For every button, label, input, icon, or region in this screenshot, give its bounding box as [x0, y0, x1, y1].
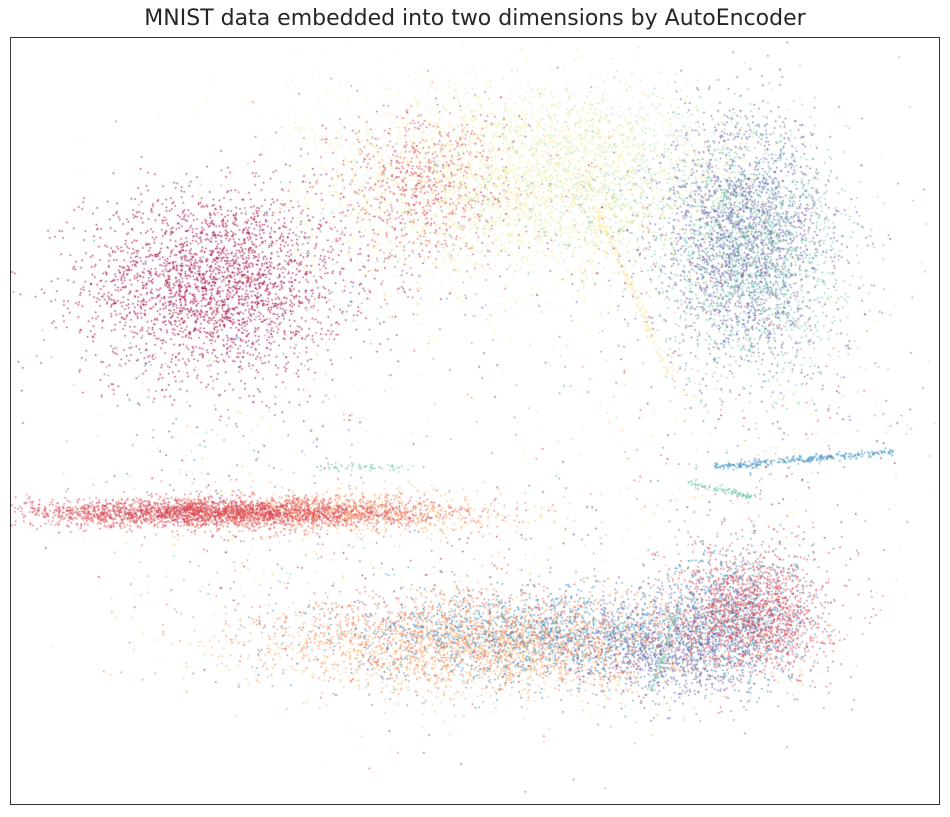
chart-title: MNIST data embedded into two dimensions … — [144, 6, 806, 31]
scatter-point-cluster-8 — [529, 175, 532, 177]
scatter-point-layer — [214, 175, 755, 690]
scatter-point-cluster-1 — [214, 512, 216, 514]
scatter-point-cluster-16 — [594, 205, 597, 208]
scatter-point-cluster-0 — [214, 282, 216, 284]
scatter-point-cluster-20 — [316, 466, 319, 468]
plot-area — [10, 37, 940, 805]
scatter-point-cluster-17 — [715, 466, 718, 468]
scatter-point-cluster-6 — [492, 650, 495, 652]
scatter-point-cluster-5 — [288, 512, 291, 514]
scatter-point-cluster-9 — [474, 190, 476, 192]
scatter-point-cluster-2 — [418, 182, 421, 185]
scatter-point-cluster-15 — [659, 650, 662, 652]
scatter-point-cluster-19 — [650, 688, 653, 690]
scatter-point-cluster-4 — [492, 634, 495, 637]
scatter-point-cluster-7 — [362, 512, 365, 514]
scatter-point-cluster-11 — [752, 251, 755, 254]
scatter-point-cluster-18 — [687, 481, 690, 484]
scatter-point-cluster-12 — [548, 634, 551, 637]
scatter-points-canvas — [11, 38, 939, 804]
scatter-point-cluster-13 — [734, 619, 736, 621]
scatter-point-cluster-10 — [604, 175, 606, 177]
scatter-point-cluster-14 — [743, 236, 745, 238]
scatter-point-cluster-3 — [752, 611, 755, 614]
